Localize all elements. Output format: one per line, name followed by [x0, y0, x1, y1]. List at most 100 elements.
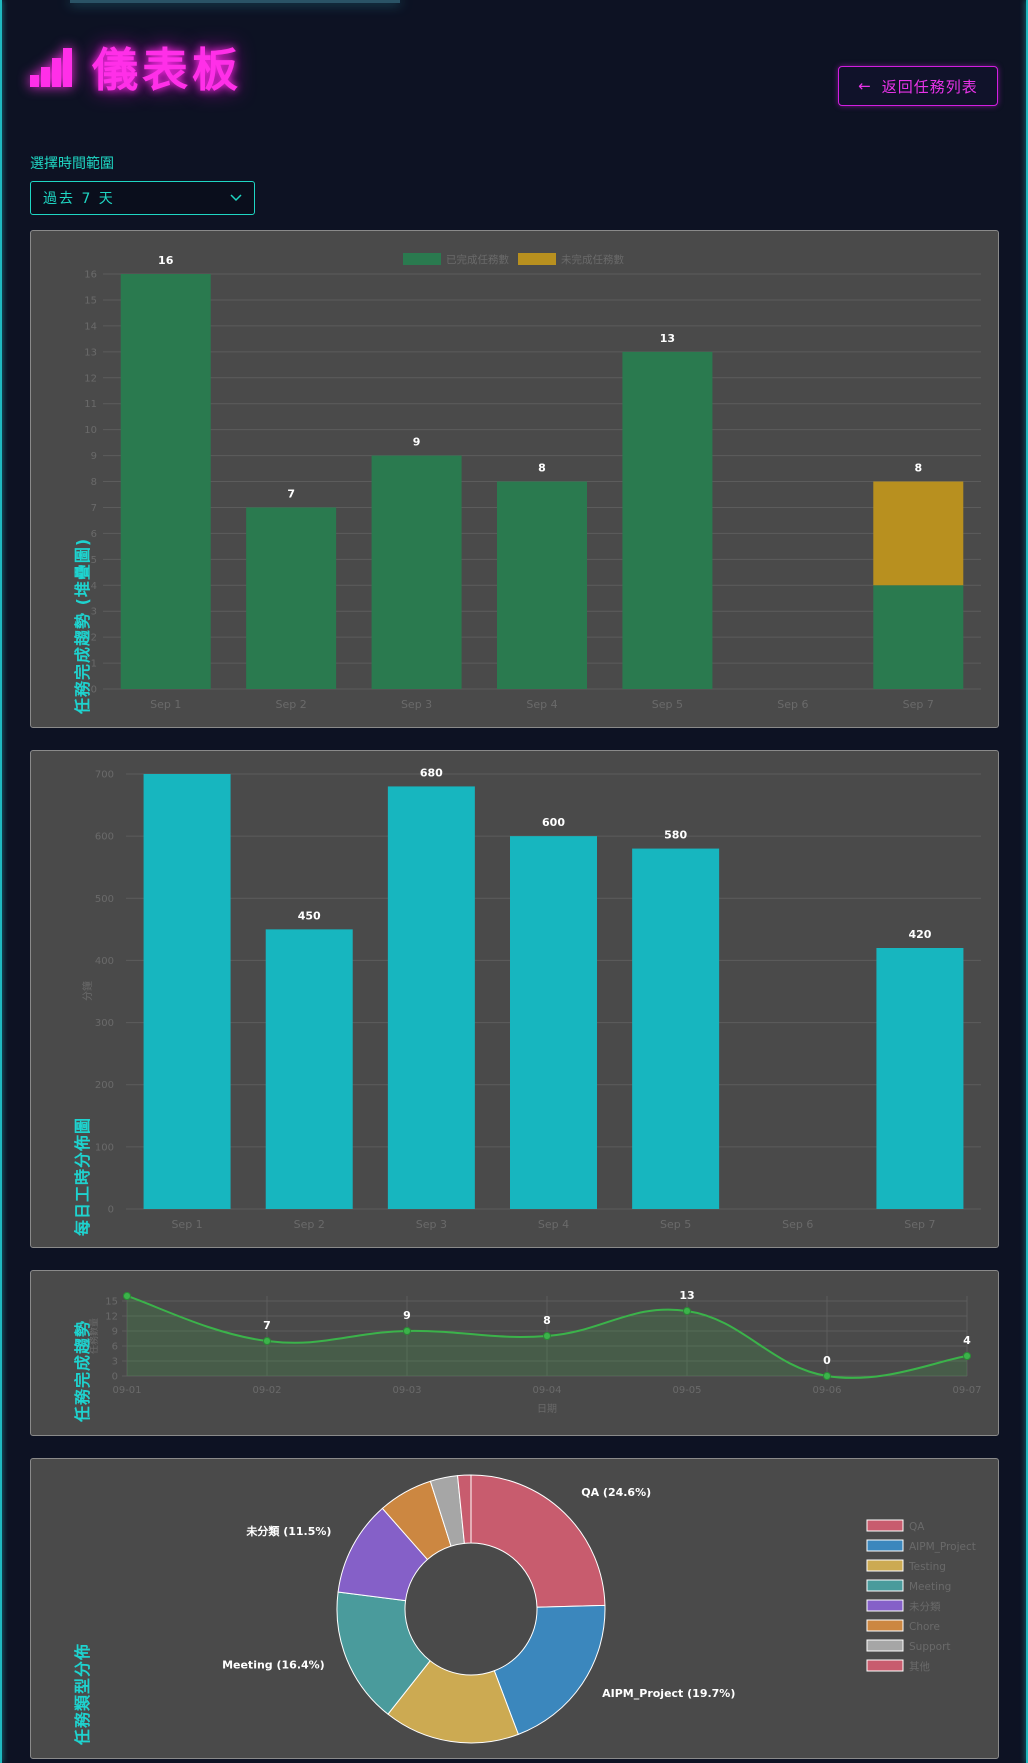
y-tick-label: 3	[91, 607, 97, 618]
x-tick-label: Sep 1	[150, 698, 181, 711]
x-tick-label: 09-07	[952, 1385, 981, 1396]
y-tick-label: 15	[105, 1297, 118, 1308]
y-tick-label: 4	[91, 581, 97, 592]
y-tick-label: 300	[95, 1018, 114, 1029]
hours-bar	[510, 836, 597, 1209]
x-tick-label: Sep 2	[276, 698, 307, 711]
back-button-label: 返回任務列表	[881, 77, 978, 96]
y-tick-label: 6	[112, 1342, 118, 1353]
x-tick-label: Sep 4	[526, 698, 557, 711]
completed-bar	[873, 585, 964, 689]
completed-bar	[622, 351, 713, 689]
y-tick-label: 500	[95, 894, 114, 905]
trend-point	[823, 1372, 831, 1380]
y-axis-title: 分鐘	[81, 981, 94, 1001]
y-tick-label: 6	[91, 529, 97, 540]
legend-label: 已完成任務數	[446, 253, 509, 266]
trend-point	[263, 1337, 271, 1345]
y-tick-label: 3	[112, 1357, 118, 1368]
slice-percent-label: QA (24.6%)	[581, 1486, 651, 1499]
bar-value-label: 450	[298, 909, 321, 922]
x-tick-label: Sep 6	[777, 698, 808, 711]
y-tick-label: 9	[112, 1327, 118, 1338]
bar-value-label: 9	[413, 436, 421, 449]
legend-swatch	[403, 253, 441, 265]
y-tick-label: 15	[84, 295, 97, 306]
legend-label: QA	[909, 1521, 925, 1533]
bar-value-label: 680	[420, 766, 443, 779]
y-tick-label: 8	[91, 477, 97, 488]
x-tick-label: Sep 5	[660, 1218, 691, 1231]
completed-bar	[371, 455, 462, 689]
left-neon-edge	[0, 0, 2, 1763]
x-tick-label: 09-02	[252, 1385, 281, 1396]
page-title-text: 儀表板	[92, 43, 242, 97]
back-to-tasks-button[interactable]: ← 返回任務列表	[838, 66, 998, 106]
legend-label: 未完成任務數	[561, 253, 624, 266]
bar-value-label: 600	[542, 816, 565, 829]
legend-swatch	[866, 1539, 904, 1552]
y-tick-label: 600	[95, 832, 114, 843]
x-tick-label: Sep 7	[903, 698, 934, 711]
y-tick-label: 1	[91, 659, 97, 670]
legend-swatch	[866, 1619, 904, 1632]
x-tick-label: 09-03	[392, 1385, 421, 1396]
legend-label: Testing	[908, 1561, 946, 1573]
completed-bar	[497, 481, 587, 689]
y-tick-label: 12	[105, 1312, 118, 1323]
slice-percent-label: Meeting (16.4%)	[222, 1659, 325, 1672]
time-range-label: 選擇時間範圍	[30, 156, 114, 172]
point-value-label: 0	[823, 1354, 831, 1367]
y-tick-label: 100	[95, 1142, 114, 1153]
y-tick-label: 14	[84, 321, 97, 332]
incomplete-bar	[873, 481, 964, 586]
hours-bar	[632, 848, 720, 1209]
page-title: 儀表板	[28, 32, 242, 102]
y-tick-label: 0	[112, 1372, 118, 1383]
y-tick-label: 13	[84, 347, 97, 358]
y-tick-label: 11	[84, 399, 97, 410]
x-tick-label: Sep 7	[904, 1218, 935, 1231]
top-glow	[70, 0, 400, 3]
y-tick-label: 16	[84, 270, 97, 281]
doughnut-slice	[493, 1604, 606, 1736]
legend-swatch	[866, 1579, 904, 1592]
x-tick-label: 09-04	[532, 1385, 561, 1396]
legend-label: Support	[909, 1641, 951, 1653]
y-tick-label: 0	[91, 685, 97, 696]
legend-label: 其他	[909, 1660, 930, 1673]
doughnut-slice	[457, 1474, 472, 1544]
x-tick-label: 09-01	[112, 1385, 141, 1396]
y-tick-label: 200	[95, 1080, 114, 1091]
legend-label: Chore	[909, 1621, 940, 1633]
bar-value-label: 8	[914, 462, 922, 475]
x-tick-label: Sep 3	[401, 698, 432, 711]
types-chart-title: 任務類型分佈	[73, 1642, 92, 1745]
trend-point	[963, 1352, 971, 1360]
x-tick-label: 09-06	[812, 1385, 841, 1396]
hours-chart-panel: 0 100 200 300 400 500 600 700 分鐘 Sep 1 Sep 2 450 Sep…	[30, 750, 999, 1248]
trend-point	[403, 1327, 411, 1335]
y-tick-label: 5	[91, 555, 97, 566]
completed-bar	[246, 507, 337, 689]
legend-swatch	[866, 1639, 904, 1652]
time-range-select[interactable]: 過去 7 天	[30, 181, 255, 215]
x-tick-label: Sep 3	[416, 1218, 447, 1231]
slice-percent-label: AIPM_Project (19.7%)	[602, 1687, 735, 1700]
y-tick-label: 700	[95, 770, 114, 781]
point-value-label: 7	[263, 1319, 271, 1332]
point-value-label: 4	[963, 1334, 971, 1347]
x-tick-label: Sep 6	[782, 1218, 813, 1231]
chevron-down-icon	[230, 194, 242, 202]
bar-value-label: 7	[287, 487, 295, 500]
legend-label: AIPM_Project	[909, 1541, 976, 1553]
trend-chart-title: 任務完成趨勢	[73, 1319, 92, 1422]
stacked-chart-title: 任務完成趨勢 (堆疊圖)	[73, 537, 92, 714]
trend-point	[683, 1307, 691, 1315]
bar-value-label: 16	[158, 254, 174, 267]
x-axis-title: 日期	[537, 1403, 557, 1415]
bar-chart-icon	[30, 48, 72, 87]
y-tick-label: 7	[91, 503, 97, 514]
